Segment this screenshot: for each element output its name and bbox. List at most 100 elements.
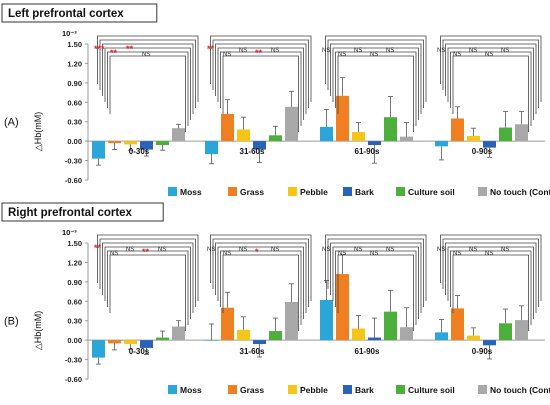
bar xyxy=(320,299,333,341)
significance-label: NS xyxy=(239,247,247,253)
y-axis-label: △Hb(mM) xyxy=(33,112,43,151)
bar xyxy=(285,301,298,341)
significance-bracket xyxy=(335,250,417,325)
y-tick-label: 1.20 xyxy=(67,59,82,68)
significance-label: NS xyxy=(501,247,509,253)
significance-bracket xyxy=(332,246,419,319)
legend-label: Culture soil xyxy=(408,385,455,395)
significance-bracket xyxy=(220,250,302,325)
legend-swatch xyxy=(228,385,237,394)
legend-swatch xyxy=(343,187,352,196)
bar xyxy=(221,113,234,142)
panel-title: Left prefrontal cortex xyxy=(1,3,158,23)
significance-label: NS xyxy=(110,251,118,257)
legend-label: Moss xyxy=(180,187,202,197)
bar xyxy=(253,141,266,150)
significance-bracket xyxy=(445,43,537,114)
significance-bracket xyxy=(442,238,539,307)
legend-label: No touch (Control) xyxy=(490,385,550,395)
bar xyxy=(237,129,250,142)
title-box xyxy=(1,202,164,222)
significance-bracket xyxy=(450,250,532,325)
y-tick-label: -0.30 xyxy=(65,356,82,365)
significance-label: NS xyxy=(223,251,231,257)
y-tick-label: 1.50 xyxy=(67,40,82,49)
legend-label: Culture soil xyxy=(408,187,455,197)
significance-bracket xyxy=(325,35,427,102)
y-tick-label: 0.60 xyxy=(67,297,82,306)
significance-bracket xyxy=(445,242,537,313)
significance-label: NS xyxy=(485,52,493,58)
legend-swatch xyxy=(228,187,237,196)
significance-label: NS xyxy=(271,48,279,54)
y-tick-label: -0.60 xyxy=(65,375,82,384)
bar xyxy=(499,323,512,341)
bar-group: 31-60s ** NS NS ** NS xyxy=(205,35,312,165)
significance-bracket xyxy=(337,254,414,331)
significance-label: NS xyxy=(485,251,493,257)
significance-bracket xyxy=(450,51,532,126)
bar xyxy=(124,141,137,145)
significance-bracket xyxy=(102,242,194,313)
y-tick-label: 0.90 xyxy=(67,278,82,287)
bar xyxy=(336,274,349,341)
significance-bracket xyxy=(210,234,312,301)
legend-label: Grass xyxy=(240,385,264,395)
significance-bracket xyxy=(440,35,542,102)
scale-note: 10⁻³ xyxy=(62,228,77,237)
bar xyxy=(451,118,464,142)
significance-label: NS xyxy=(453,251,461,257)
bar xyxy=(108,141,121,144)
significance-bracket xyxy=(217,246,304,319)
category-label: 0-30s xyxy=(129,347,150,356)
significance-bracket xyxy=(104,47,191,120)
significance-bracket xyxy=(452,55,529,132)
bar xyxy=(368,337,381,341)
significance-bracket xyxy=(325,234,427,301)
bar xyxy=(140,340,153,348)
category-label: 61-90s xyxy=(355,347,380,356)
bar xyxy=(237,329,250,341)
legend-swatch xyxy=(288,385,297,394)
legend-label: Pebble xyxy=(300,187,328,197)
significance-bracket xyxy=(330,43,422,114)
y-tick-label: 0.60 xyxy=(67,98,82,107)
bar xyxy=(352,132,365,142)
bar xyxy=(205,340,218,341)
significance-bracket xyxy=(335,51,417,126)
significance-bracket xyxy=(97,234,199,301)
legend: Moss Grass Pebble Bark Culture soil No touch … xyxy=(168,385,550,395)
bar-group: 61-90s NS NS NS NS NS xyxy=(320,234,427,356)
y-tick-label: 1.50 xyxy=(67,239,82,248)
bar xyxy=(467,135,480,142)
legend-label: Pebble xyxy=(300,385,328,395)
significance-label: NS xyxy=(453,52,461,58)
significance-bracket xyxy=(220,51,302,126)
y-tick-label: 0.00 xyxy=(67,336,82,345)
significance-bracket xyxy=(222,55,299,132)
significance-bracket xyxy=(215,43,307,114)
significance-bracket xyxy=(99,238,196,307)
bar xyxy=(483,340,496,346)
y-tick-label: 0.90 xyxy=(67,79,82,88)
significance-label: * xyxy=(255,247,259,257)
bar xyxy=(108,340,121,344)
panel-label: (A) xyxy=(4,117,19,129)
bar xyxy=(352,328,365,341)
bar xyxy=(435,141,448,147)
category-label: 0-90s xyxy=(472,347,493,356)
bar xyxy=(221,307,234,341)
category-label: 31-60s xyxy=(240,347,265,356)
significance-bracket xyxy=(107,250,189,325)
significance-bracket xyxy=(330,242,422,313)
significance-label: *** xyxy=(94,44,105,54)
bar xyxy=(400,136,413,142)
bar-group: 0-30s*** ** **NS xyxy=(92,35,199,166)
bar xyxy=(92,141,105,159)
legend-swatch xyxy=(288,187,297,196)
bar xyxy=(269,331,282,341)
bar-group: 61-90s NS NS NS NS NS xyxy=(320,35,427,164)
significance-label: ** xyxy=(94,243,102,253)
significance-bracket xyxy=(440,234,542,301)
legend-swatch xyxy=(478,385,487,394)
